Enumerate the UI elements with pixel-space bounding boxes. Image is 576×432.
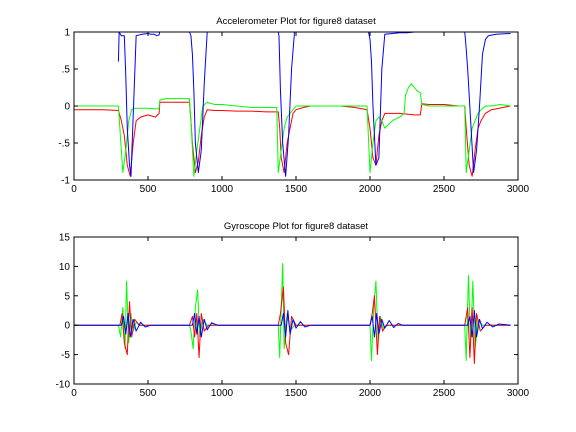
accelerometer-xtick-label: 2000 xyxy=(359,184,382,195)
accelerometer-series-group xyxy=(74,32,511,177)
gyroscope-series-3-line xyxy=(74,310,511,338)
accelerometer-xtick-label: 1000 xyxy=(211,184,234,195)
gyroscope-plot-area xyxy=(74,262,511,364)
gyroscope-xtick-label: 2000 xyxy=(359,388,382,399)
accelerometer-ytick-label: 0 xyxy=(64,102,70,113)
gyroscope-series-1-line xyxy=(74,262,511,361)
gyroscope-series-2-line xyxy=(74,286,511,364)
accelerometer-plot: Accelerometer Plot for figure8 dataset 0… xyxy=(58,16,529,195)
accelerometer-series-3-line xyxy=(117,32,511,177)
accelerometer-axis-ticks: 0 500 1000 1500 2000 2500 3000 -1 -.5 0 .5 1 xyxy=(58,28,529,196)
gyroscope-ytick-label: -5 xyxy=(61,350,70,361)
gyroscope-ytick-label: -10 xyxy=(56,380,71,391)
accelerometer-xtick-label: 1500 xyxy=(285,184,308,195)
accelerometer-xtick-label: 0 xyxy=(71,184,77,195)
gyroscope-ytick-label: 15 xyxy=(59,233,71,244)
gyroscope-series-group xyxy=(74,262,511,364)
accelerometer-xtick-label: 2500 xyxy=(433,184,456,195)
gyroscope-plot-title: Gyroscope Plot for figure8 dataset xyxy=(224,221,369,232)
accelerometer-ytick-label: -.5 xyxy=(58,139,70,150)
gyroscope-ytick-label: 5 xyxy=(64,291,70,302)
accelerometer-plot-area xyxy=(74,32,511,177)
accelerometer-xtick-label: 500 xyxy=(140,184,157,195)
accelerometer-ytick-label: -1 xyxy=(61,176,70,187)
accelerometer-xtick-label: 3000 xyxy=(507,184,530,195)
gyroscope-axis-ticks: 0 500 1000 1500 2000 2500 3000 -10 -5 0 5 10 15 xyxy=(56,233,530,400)
accelerometer-ytick-label: .5 xyxy=(62,65,71,76)
accelerometer-series-2-line xyxy=(74,83,511,177)
gyroscope-plot: Gyroscope Plot for figure8 dataset 0 500 1… xyxy=(56,221,530,399)
gyroscope-ytick-label: 0 xyxy=(64,321,70,332)
accelerometer-plot-title: Accelerometer Plot for figure8 dataset xyxy=(216,16,376,27)
gyroscope-xtick-label: 0 xyxy=(71,388,77,399)
accelerometer-ytick-label: 1 xyxy=(64,28,70,39)
gyroscope-xtick-label: 1000 xyxy=(211,388,234,399)
gyroscope-xtick-label: 2500 xyxy=(433,388,456,399)
gyroscope-xtick-label: 3000 xyxy=(507,388,530,399)
gyroscope-xtick-label: 1500 xyxy=(285,388,308,399)
gyroscope-xtick-label: 500 xyxy=(140,388,157,399)
gyroscope-ytick-label: 10 xyxy=(59,262,71,273)
